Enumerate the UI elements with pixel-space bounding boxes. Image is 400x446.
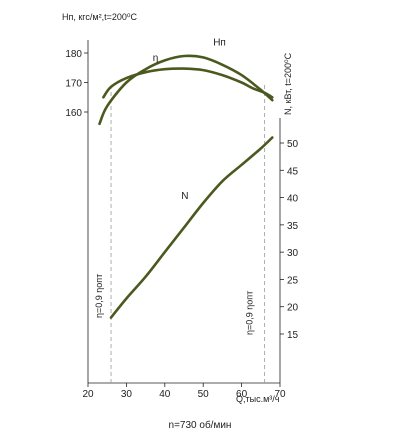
axes: 20 30 40 50 60 70 160 170 180 15 20 25 30 35 40 45 50 bbox=[65, 40, 299, 400]
rotation-speed-label: n=730 об/мин bbox=[168, 420, 232, 431]
curve-label: Hп bbox=[213, 37, 226, 48]
x-axis-title: Q,тыс.м³/ч bbox=[236, 394, 280, 404]
n-tick-label: 35 bbox=[287, 221, 299, 232]
curve-head bbox=[98, 54, 274, 126]
n-tick-label: 30 bbox=[287, 248, 299, 259]
n-tick-label: 45 bbox=[287, 166, 299, 177]
limit-lines: η=0,9 ηопт η=0,9 ηопт bbox=[94, 85, 266, 383]
right-axis-title: N, кВт, t=200⁰C bbox=[283, 52, 293, 115]
x-tick-label: 40 bbox=[159, 389, 171, 400]
h-tick-label: 180 bbox=[65, 49, 82, 60]
efficiency-limit-label: η=0,9 ηопт bbox=[245, 291, 255, 335]
curve-labels: Hп η N bbox=[153, 37, 226, 202]
n-tick-label: 20 bbox=[287, 303, 299, 314]
x-tick-label: 50 bbox=[198, 389, 210, 400]
x-tick-label: 30 bbox=[121, 389, 133, 400]
curve-label: η bbox=[153, 53, 159, 64]
x-tick-label: 70 bbox=[274, 389, 286, 400]
n-tick-label: 15 bbox=[287, 330, 299, 341]
curve-power bbox=[109, 136, 274, 319]
left-axis-title: Hп, кгс/м²,t=200⁰C bbox=[62, 12, 137, 22]
curve-label: N bbox=[181, 191, 188, 202]
curve-efficiency bbox=[102, 67, 274, 99]
x-tick-label: 60 bbox=[236, 389, 248, 400]
x-tick-label: 20 bbox=[82, 389, 94, 400]
h-tick-label: 160 bbox=[65, 108, 82, 119]
curves bbox=[98, 54, 274, 319]
h-tick-label: 170 bbox=[65, 79, 82, 90]
n-tick-label: 40 bbox=[287, 194, 299, 205]
n-tick-label: 25 bbox=[287, 275, 299, 286]
efficiency-limit-label: η=0,9 ηопт bbox=[94, 274, 104, 318]
n-tick-label: 50 bbox=[287, 139, 299, 150]
